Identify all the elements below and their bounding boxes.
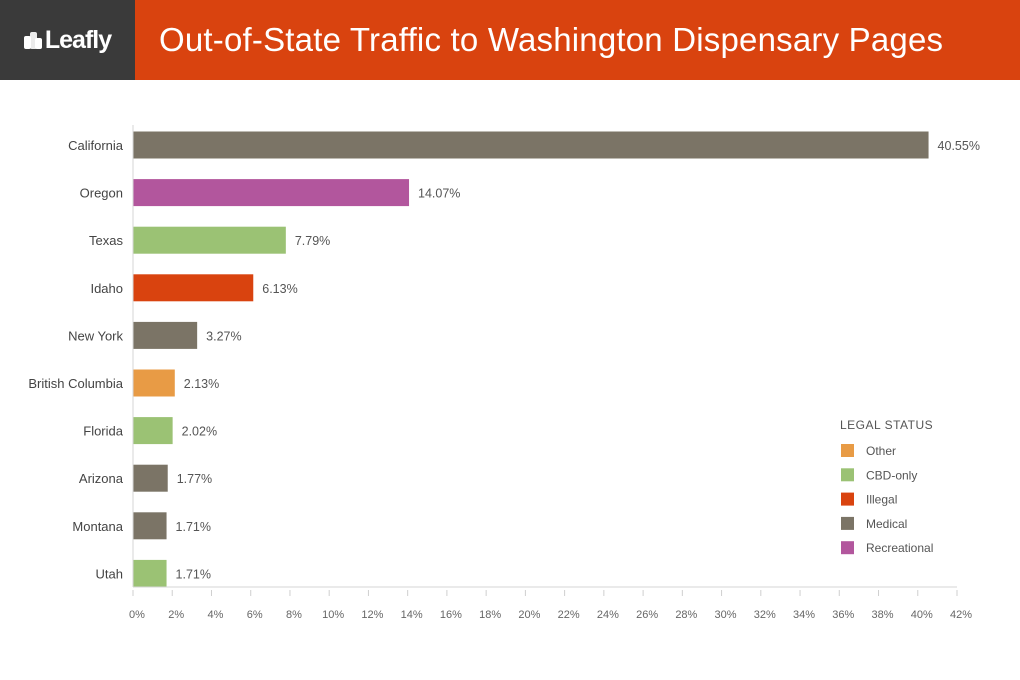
x-tick-label: 14% <box>401 609 423 621</box>
header: Leafly Out-of-State Traffic to Washingto… <box>0 0 1020 80</box>
legend-swatch-other <box>841 444 854 457</box>
data-label: 40.55% <box>938 139 980 153</box>
page-title: Out-of-State Traffic to Washington Dispe… <box>159 21 944 58</box>
data-label: 3.27% <box>206 329 241 343</box>
x-tick-label: 30% <box>715 609 737 621</box>
brand-block: Leafly <box>0 0 135 80</box>
x-tick-label: 8% <box>286 609 302 621</box>
x-tick-label: 26% <box>636 609 658 621</box>
x-tick-label: 28% <box>675 609 697 621</box>
data-label: 1.77% <box>177 472 212 486</box>
category-label: Idaho <box>90 281 123 296</box>
x-tick-label: 40% <box>911 609 933 621</box>
category-label: Oregon <box>80 186 123 201</box>
x-tick-label: 42% <box>950 609 972 621</box>
x-tick-label: 24% <box>597 609 619 621</box>
x-tick-label: 0% <box>129 609 145 621</box>
legend-label: CBD-only <box>866 468 917 482</box>
data-label: 2.13% <box>184 377 219 391</box>
legend-swatch-illegal <box>841 492 854 506</box>
bar-utah <box>133 559 167 587</box>
legend-swatch-recreational <box>841 541 854 555</box>
bar-new-york <box>133 321 198 349</box>
data-label: 1.71% <box>176 567 211 581</box>
legend-swatch-cbd-only <box>841 468 854 482</box>
category-label: British Columbia <box>28 376 123 391</box>
category-label: Utah <box>96 566 123 581</box>
x-tick-label: 36% <box>832 609 854 621</box>
x-tick-label: 4% <box>208 609 224 621</box>
x-axis: 0% 2% 4% 6% 8% 10% 12% 14% 16% 18% 20% 22% 24% 26% 28%… <box>129 125 972 621</box>
category-label: California <box>68 138 124 153</box>
legend-title: LEGAL STATUS <box>840 418 933 432</box>
brand-name: Leafly <box>44 25 112 54</box>
bar-arizona <box>133 464 168 492</box>
x-tick-label: 6% <box>247 609 263 621</box>
x-tick-label: 34% <box>793 609 815 621</box>
bar-idaho <box>133 274 254 302</box>
legend-swatch-medical <box>841 516 854 530</box>
bar-texas <box>133 226 286 254</box>
title-band: Out-of-State Traffic to Washington Dispe… <box>135 0 1020 80</box>
category-label: Montana <box>72 519 123 534</box>
bars-layer: California 40.55% Oregon 14.07% Texas 7.79% Id… <box>28 131 980 587</box>
bar-oregon <box>133 179 410 207</box>
legend-label: Other <box>866 444 896 458</box>
category-label: Texas <box>89 233 123 248</box>
x-tick-label: 16% <box>440 609 462 621</box>
bar-montana <box>133 512 167 540</box>
x-tick-label: 38% <box>872 609 894 621</box>
category-label: Florida <box>83 424 124 439</box>
data-label: 7.79% <box>295 234 330 248</box>
legend-label: Illegal <box>866 493 897 507</box>
leafly-logo-icon <box>23 30 42 50</box>
data-label: 6.13% <box>262 282 297 296</box>
data-label: 14.07% <box>418 187 460 201</box>
x-tick-label: 32% <box>754 609 776 621</box>
bar-california <box>133 131 929 159</box>
bar-florida <box>133 417 173 445</box>
legend-label: Medical <box>866 517 907 531</box>
x-tick-label: 18% <box>479 609 501 621</box>
x-tick-label: 20% <box>518 609 540 621</box>
x-tick-label: 22% <box>558 609 580 621</box>
data-label: 2.02% <box>182 425 217 439</box>
x-tick-label: 10% <box>322 609 344 621</box>
category-label: Arizona <box>79 471 124 486</box>
x-tick-label: 2% <box>168 609 184 621</box>
bar-chart: California 40.55% Oregon 14.07% Texas 7.79% Id… <box>28 125 980 621</box>
category-label: New York <box>68 328 123 343</box>
x-tick-label: 12% <box>361 609 383 621</box>
legend-label: Recreational <box>866 541 933 555</box>
data-label: 1.71% <box>176 520 211 534</box>
leafly-logo: Leafly <box>23 25 112 55</box>
legend: LEGAL STATUS Other CBD-only Illegal Medical… <box>840 418 933 555</box>
bar-british-columbia <box>133 369 175 397</box>
